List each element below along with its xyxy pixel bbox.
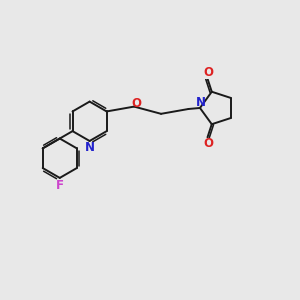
Text: O: O [204, 66, 214, 79]
Text: N: N [85, 141, 94, 154]
Text: F: F [56, 178, 64, 192]
Text: O: O [204, 137, 214, 150]
Text: O: O [132, 98, 142, 110]
Text: N: N [196, 96, 206, 109]
